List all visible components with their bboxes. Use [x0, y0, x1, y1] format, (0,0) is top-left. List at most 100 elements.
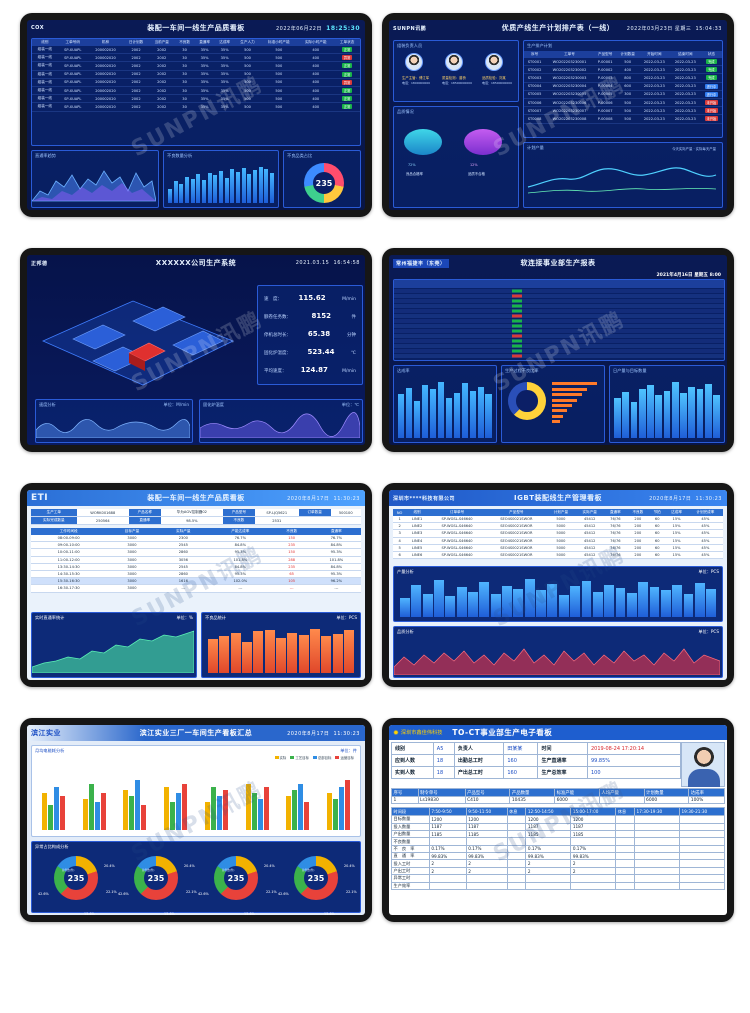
column-header: 序号	[524, 51, 546, 58]
chart-bar	[400, 598, 410, 617]
table-cell: 2002	[148, 94, 175, 104]
chart-bar	[680, 393, 687, 438]
column-header: 产品型号	[593, 51, 617, 58]
table-cell: 35%	[214, 86, 235, 96]
chart-bar	[490, 593, 501, 617]
chart-bar	[630, 401, 638, 438]
chart-bar	[524, 579, 535, 617]
chart-bar	[310, 629, 320, 673]
table-row: 5 LINE5 SP-WGSL-S46640 SEO4S0021SWOR 5000 454…	[393, 544, 723, 552]
panel-plan: 生产排产计划 序号 工单号 产品型号 计划数量 开始时间 结束时间 状态 ST0001 WO20…	[523, 40, 723, 138]
tablet-7: 滨江实业 滨江实业三厂一车间生产看板汇总 2020年8月17日 11:30:23…	[20, 718, 372, 922]
table-cell: SP-WGSL-S46640	[427, 522, 487, 531]
column-header: 产品型号	[464, 787, 511, 798]
table-row: ST0006 WO202203230006 P-00006 500 2022-03-23…	[524, 98, 722, 108]
table-row: 投入数量 1187 1187 1187 1187	[391, 822, 725, 831]
table-cell	[679, 881, 725, 890]
panel-energy: 月均电能耗分析 单位：件 实际 工艺目标 总部目标 运营目标	[31, 745, 361, 837]
column-header: 序号	[391, 787, 419, 798]
table-row: 09:00-10:00 3000 2545 84.8% 235 84.8%	[31, 541, 361, 550]
status-badge: 异常	[341, 79, 353, 85]
table-cell: 2022-03-23	[669, 58, 701, 67]
table-cell	[615, 866, 636, 876]
donut-caption: 总件数(件)	[142, 869, 155, 872]
bar-group	[123, 768, 147, 830]
info-label: 产出总工时	[453, 766, 505, 779]
table-cell: 35%	[214, 61, 235, 71]
info-label: 负责人	[453, 742, 505, 755]
table-cell	[679, 815, 725, 824]
info-block: 线别 A5 负责人 田某某 时间 2019-08-24 17:20:14 应到人数 18 出勤总…	[391, 742, 682, 779]
table-row	[394, 324, 724, 328]
table-cell: WO202203230004	[545, 82, 594, 91]
table-row	[394, 319, 724, 323]
table-cell: 200	[626, 551, 650, 560]
panel-oven-temp: 固化炉温度 单位：℃	[199, 399, 363, 443]
table-cell: SP-WGSL-S46640	[427, 551, 487, 560]
table-cell	[525, 881, 572, 890]
chart-bar	[208, 639, 218, 673]
table-cell: 200	[626, 516, 650, 524]
status-badge: 正常	[341, 71, 353, 77]
donut-percent: 22.1%	[186, 890, 197, 894]
info-label: 直通率	[128, 516, 161, 526]
metric-label: 停机总时长：	[264, 333, 291, 338]
table-row	[394, 314, 724, 318]
table-cell: 15%	[665, 516, 688, 524]
table-cell: 400	[297, 61, 335, 71]
table-cell: 65	[271, 570, 312, 579]
page-title: 装配一车间一线生产品质看板	[147, 494, 245, 502]
status-badge	[512, 339, 522, 343]
table-cell: 400	[297, 53, 335, 63]
table-cell: 500	[616, 58, 639, 67]
table-cell: 2022-03-23	[669, 82, 701, 91]
table-cell: 400	[297, 78, 335, 87]
sun-logo-icon: ✹	[393, 728, 399, 737]
metric-value: 8152	[311, 312, 331, 320]
table-cell: WO202203230005	[545, 90, 594, 99]
column-header: 实际产量	[575, 509, 605, 516]
table-row: 投入工时 2 2 2 2	[391, 859, 725, 868]
info-value: 2531	[254, 516, 299, 526]
chart-bar	[706, 589, 717, 617]
table-cell	[525, 837, 572, 846]
page-title: TO-CT事业部生产电子看板	[452, 728, 553, 737]
table-header-row: NO 线别 订单单号 产品型号 计划产量 实际产量 直通率 不良数 节拍 达成率 计划完成率	[393, 509, 723, 516]
table-row: 组装一线 SP-XUAPL 200002020 2002 2002 30 35% 35% 500…	[32, 94, 360, 104]
chart-bar	[141, 805, 147, 830]
table-cell: 35%	[194, 86, 215, 96]
table-row: 组装一线 SP-XUAPL 200002020 2002 2002 30 35% 35% 500…	[32, 78, 360, 87]
metric-label: 固化炉温度：	[264, 351, 291, 356]
status-badge: 异常	[341, 55, 353, 61]
table-cell	[506, 829, 527, 839]
table-cell: 500	[234, 78, 261, 87]
table-cell: 45%	[687, 529, 723, 538]
info-label: 生产直通率	[537, 754, 588, 767]
anomaly-donut: 235	[134, 856, 178, 900]
table-cell: 400	[297, 70, 335, 79]
column-header: 工单号码	[57, 39, 88, 46]
table-cell: 未开始	[700, 98, 722, 108]
bar-group	[164, 768, 188, 830]
chart-bar	[469, 390, 477, 438]
table-cell: ---	[209, 584, 272, 593]
table-row: 10:00-11:00 3000 2860 95.3% 150 95.3%	[31, 548, 361, 557]
table-cell: 200002020	[87, 53, 124, 63]
chart-bar	[253, 631, 264, 673]
table-cell: 500	[260, 102, 298, 112]
production-table: 线别 工单号码 机种 日计划数 当前产量 不良数 直通率 达成率 生产人力 标准小时产能 实际小时产…	[32, 39, 360, 112]
table-cell: 96.2%	[311, 577, 361, 586]
table-cell	[465, 837, 508, 846]
table-cell: 45412	[575, 544, 605, 552]
table-cell: 组装一线	[32, 61, 58, 71]
chart-bar	[704, 383, 712, 438]
chart-bar	[204, 802, 210, 830]
panel-achievement: 达成率	[393, 365, 497, 443]
table-row	[394, 334, 724, 338]
table-cell: 3	[393, 529, 407, 538]
table-cell: 2002	[123, 53, 149, 63]
table-cell: 异常	[334, 78, 360, 87]
speed-wave-chart	[35, 419, 191, 439]
table-cell: Ls19830	[417, 796, 466, 805]
donut-percent: 42.6%	[118, 892, 129, 896]
